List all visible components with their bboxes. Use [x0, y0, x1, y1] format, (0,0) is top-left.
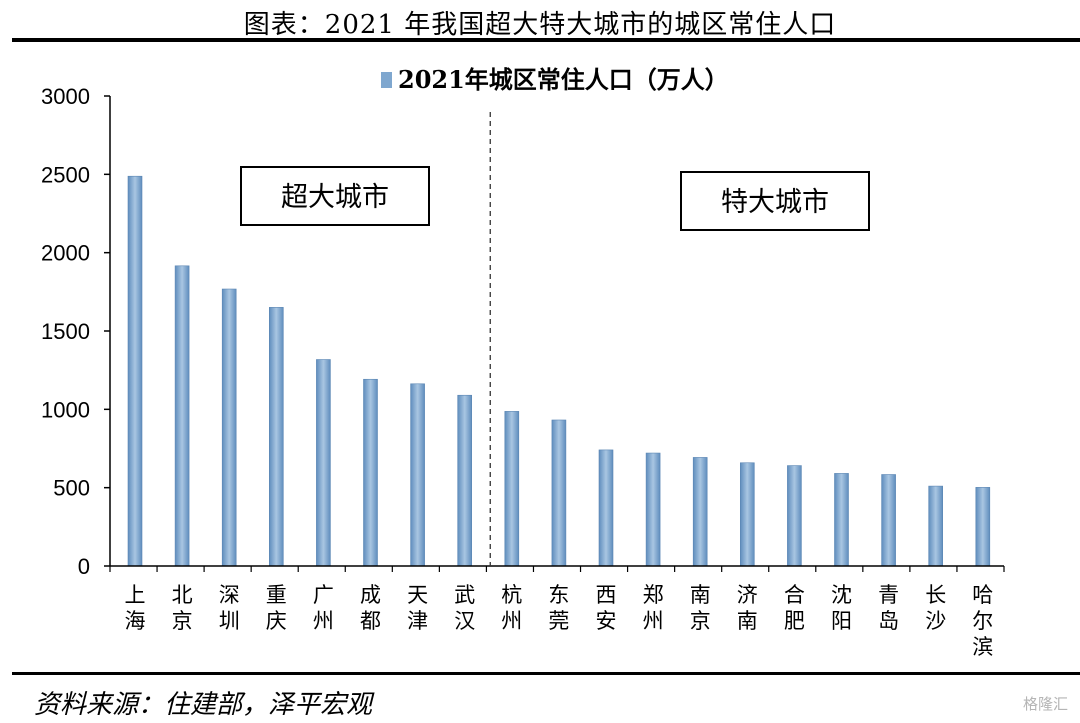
- title-rule: [12, 38, 1080, 42]
- group-box: [680, 171, 870, 231]
- x-tick-label: 上海: [125, 583, 146, 633]
- source-note: 资料来源：住建部，泽平宏观: [34, 690, 373, 720]
- page-title: 图表：2021 年我国超大特大城市的城区常住人口: [243, 10, 837, 40]
- bar: [881, 474, 896, 567]
- y-tick-label: 3000: [41, 84, 90, 109]
- bar: [268, 307, 284, 567]
- bar: [457, 394, 473, 567]
- bar: [787, 465, 802, 567]
- y-tick-label: 2500: [41, 162, 90, 187]
- bar: [221, 288, 237, 567]
- legend-swatch: [381, 72, 392, 88]
- x-tick-label: 杭州: [501, 583, 522, 633]
- bar: [316, 359, 331, 567]
- y-tick-label: 1500: [41, 319, 90, 344]
- bar: [975, 487, 991, 567]
- x-tick-label: 沈阳: [831, 583, 852, 633]
- x-tick-label: 天津: [407, 583, 428, 633]
- x-tick-label: 青岛: [878, 583, 899, 633]
- x-tick-label: 成都: [360, 583, 381, 633]
- bar: [551, 419, 567, 567]
- y-tick-label: 2000: [41, 241, 90, 266]
- x-tick-label: 北京: [172, 583, 193, 633]
- x-tick-label: 重庆: [266, 583, 287, 633]
- x-tick-label: 长沙: [925, 583, 946, 633]
- bar: [739, 462, 755, 567]
- watermark: 格隆汇: [1022, 695, 1068, 713]
- bar: [692, 457, 708, 567]
- bar: [174, 265, 190, 567]
- legend-label: 2021年城区常住人口（万人）: [398, 65, 729, 94]
- x-tick-label: 广州: [313, 583, 334, 633]
- y-tick-label: 500: [53, 476, 90, 501]
- group-label: 超大城市: [281, 182, 389, 213]
- x-tick-label: 南京: [690, 583, 711, 633]
- x-tick-label: 东莞: [548, 583, 569, 633]
- bar: [127, 175, 143, 567]
- x-tick-label: 合肥: [784, 583, 805, 633]
- x-tick-label: 西安: [596, 583, 617, 633]
- bar: [598, 449, 614, 567]
- x-tick-label: 武汉: [454, 583, 475, 633]
- bar: [834, 473, 849, 567]
- bar: [363, 378, 378, 567]
- x-tick-label: 深圳: [219, 583, 240, 633]
- bar: [645, 452, 661, 567]
- footer-rule: [12, 672, 1080, 675]
- chart-legend: 2021年城区常住人口（万人）: [381, 65, 729, 94]
- x-tick-label: 哈尔滨: [972, 583, 993, 659]
- bar: [928, 485, 944, 567]
- group-box: [240, 166, 430, 226]
- group-label: 特大城市: [721, 187, 829, 218]
- x-tick-label: 郑州: [643, 583, 664, 633]
- x-tick-label: 济南: [737, 583, 758, 633]
- y-tick-label: 1000: [41, 397, 90, 422]
- y-tick-label: 0: [78, 554, 90, 579]
- bar-chart: 2021年城区常住人口（万人） 0 500 1000 1500 2000 2500 3000…: [41, 65, 1005, 659]
- bar: [410, 383, 425, 567]
- bar: [504, 411, 520, 567]
